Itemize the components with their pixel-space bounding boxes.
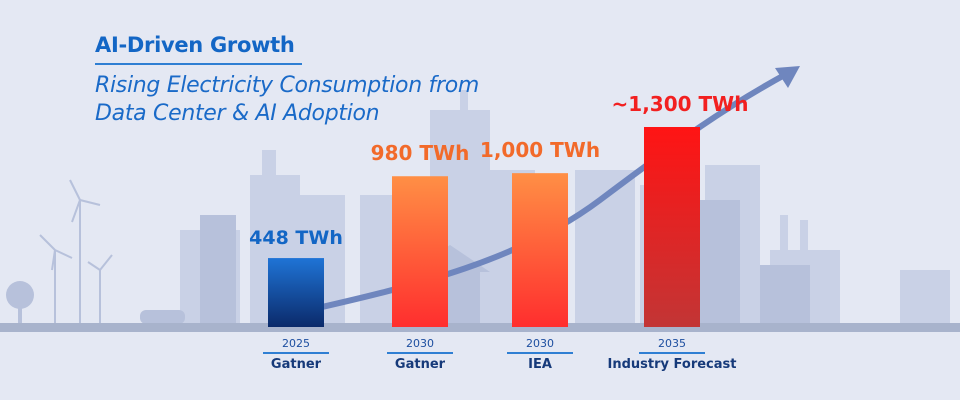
category-underline xyxy=(639,352,705,354)
subtitle-line-2: Data Center & AI Adoption xyxy=(95,101,380,126)
category-source: IEA xyxy=(528,357,552,372)
category-source: Gatner xyxy=(270,357,322,372)
bar-3 xyxy=(644,127,700,327)
subtitle: Rising Electricity Consumption from Data… xyxy=(95,72,479,128)
data-label-3: ~1,300 TWh xyxy=(612,92,749,116)
category-label-3: 2035 Industry Forecast xyxy=(597,337,747,372)
category-year: 2035 xyxy=(658,337,686,350)
category-label-1: 2030 Gatner xyxy=(345,337,495,372)
category-year: 2030 xyxy=(526,337,554,350)
arrow-head-icon xyxy=(775,66,800,88)
ground-strip xyxy=(0,323,960,332)
subtitle-line-1: Rising Electricity Consumption from xyxy=(95,73,480,98)
category-source: Industry Forecast xyxy=(607,357,737,372)
page-title: AI-Driven Growth xyxy=(95,33,295,57)
category-source: Gatner xyxy=(394,357,446,372)
category-label-0: 2025 Gatner xyxy=(221,337,371,372)
data-label-2: 1,000 TWh xyxy=(480,138,600,162)
data-label-0: 448 TWh xyxy=(249,227,343,249)
data-label-1: 980 TWh xyxy=(371,141,470,165)
category-year: 2030 xyxy=(406,337,434,350)
category-underline xyxy=(387,352,453,354)
bar-0 xyxy=(268,258,324,327)
category-underline xyxy=(263,352,329,354)
category-year: 2025 xyxy=(282,337,310,350)
category-underline xyxy=(507,352,573,354)
category-label-2: 2030 IEA xyxy=(465,337,615,372)
bar-2 xyxy=(512,173,568,327)
bar-1 xyxy=(392,176,448,327)
title-underline xyxy=(95,63,302,65)
